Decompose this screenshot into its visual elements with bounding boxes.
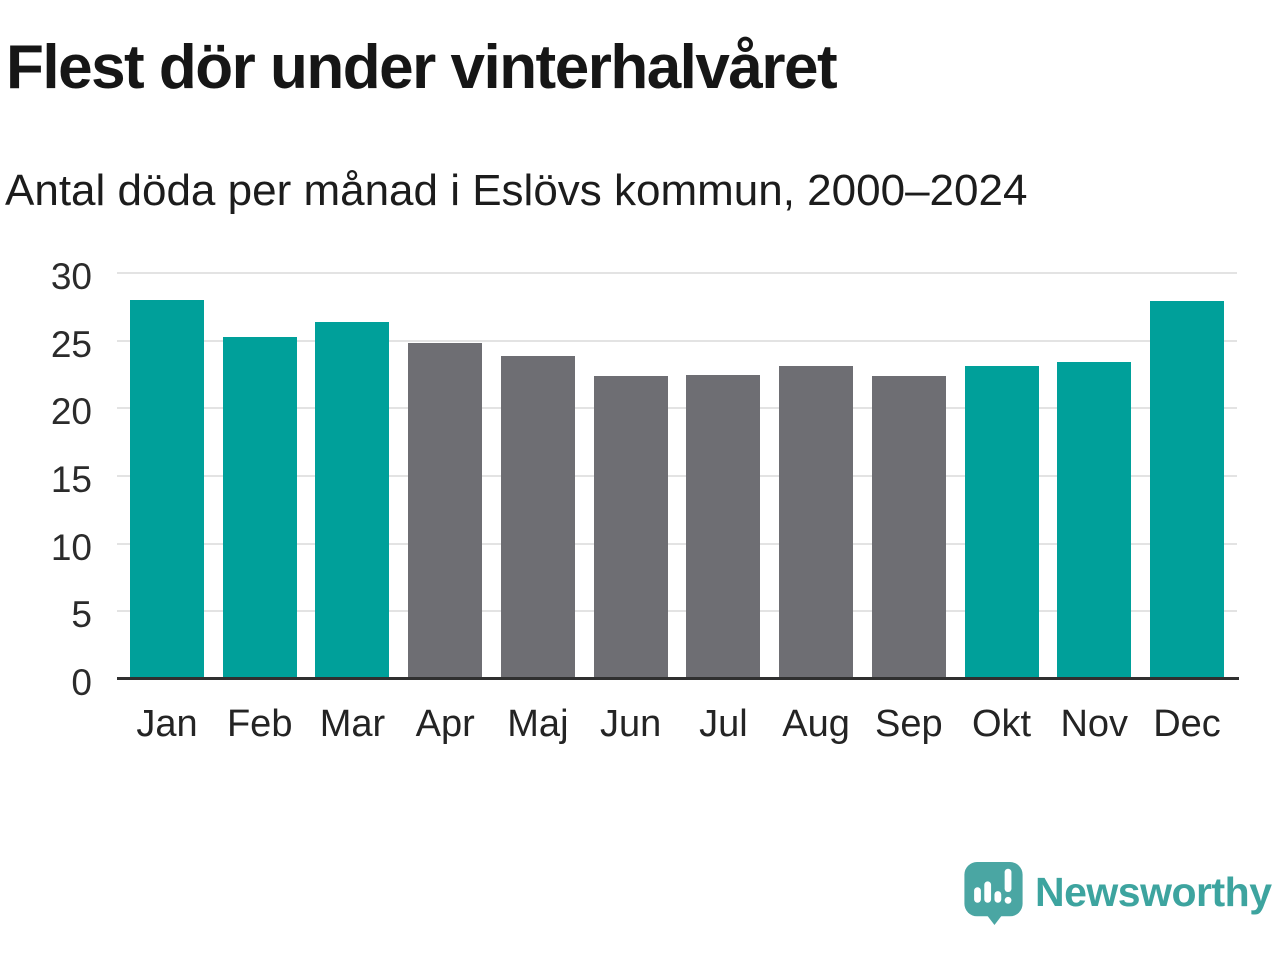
- y-tick-label-15: 15: [50, 459, 92, 500]
- x-tick-label-okt: Okt: [971, 703, 1032, 745]
- mini-bar-chart-exclamation: [974, 868, 1012, 904]
- gridline-30: [117, 272, 1237, 274]
- bar-chart: 0 5 10 15 20 25 30 Jan Feb Mar Apr Maj Jun Jul Aug Sep…: [0, 256, 1280, 793]
- x-tick-label-nov: Nov: [1060, 703, 1129, 745]
- bar-jun: [593, 375, 668, 679]
- bar-dec: [1150, 301, 1224, 679]
- brand-name: Newsworthy: [1035, 869, 1272, 915]
- x-tick-label-aug: Aug: [782, 703, 850, 745]
- y-tick-label-5: 5: [71, 594, 92, 636]
- chart-title: Flest dör under vinterhalvåret: [6, 33, 838, 102]
- bar-jan: [130, 300, 204, 679]
- bar-maj: [500, 355, 575, 679]
- x-tick-label-mar: Mar: [319, 703, 386, 745]
- chart-subtitle: Antal döda per månad i Eslövs kommun, 20…: [5, 166, 1028, 215]
- y-tick-label-30: 30: [50, 256, 92, 297]
- gridline-10: [117, 542, 1237, 545]
- x-tick-label-jun: Jun: [599, 703, 662, 745]
- bar-mar: [315, 321, 390, 679]
- x-tick-label-jan: Jan: [136, 703, 198, 745]
- bar-apr: [408, 343, 483, 679]
- plot-area: Jan Feb Mar Apr Maj Jun Jul Aug Sep Okt Nov Dec: [117, 272, 1239, 745]
- x-tick-label-maj: Maj: [507, 703, 569, 745]
- bar-nov: [1057, 362, 1132, 679]
- x-tick-label-dec: Dec: [1153, 703, 1221, 745]
- x-axis-line: [117, 677, 1239, 680]
- x-tick-label-apr: Apr: [415, 703, 475, 745]
- bar-feb: [222, 336, 297, 679]
- y-tick-label-0: 0: [71, 662, 92, 703]
- y-axis-labels: 0 5 10 15 20 25 30: [0, 256, 92, 703]
- x-tick-label-jul: Jul: [699, 703, 748, 745]
- bar-aug: [779, 366, 854, 679]
- y-tick-label-20: 20: [50, 391, 92, 433]
- gridline-25: [117, 339, 1237, 342]
- bar-okt: [964, 366, 1039, 679]
- bar-jul: [686, 374, 761, 679]
- x-tick-label-feb: Feb: [226, 703, 293, 745]
- newsworthy-logo-icon: [964, 862, 1023, 926]
- gridline-5: [117, 610, 1237, 613]
- bar-sep: [871, 375, 946, 679]
- gridline-20: [117, 407, 1237, 410]
- y-tick-label-10: 10: [50, 526, 92, 568]
- gridline-15: [117, 475, 1237, 477]
- speech-bubble-shape: [964, 862, 1023, 926]
- x-tick-label-sep: Sep: [875, 703, 943, 745]
- y-tick-label-25: 25: [50, 323, 92, 365]
